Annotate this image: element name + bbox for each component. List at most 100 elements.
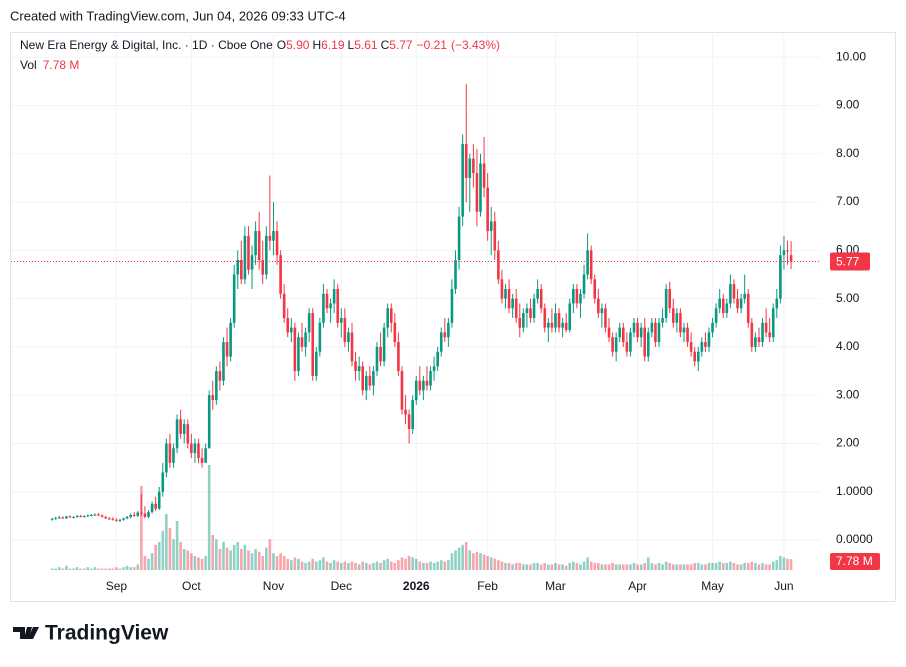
volume-bar [614,564,618,570]
candle-body [211,395,215,401]
legend-symbol: New Era Energy & Digital, Inc. · 1D · Cb… [20,38,273,52]
candle-body [389,308,393,323]
candle-body [182,424,186,434]
volume-bar [140,486,143,570]
y-tick-label: 10.00 [836,49,866,63]
candle-body [229,322,232,357]
volume-bar [122,567,125,570]
volume-bar [225,547,229,570]
candle-body [364,375,368,391]
candle-body [557,313,561,328]
volume-bar [768,564,771,570]
volume-bar [618,564,622,570]
candle-body [250,255,254,270]
candle-body [657,322,661,343]
volume-bar [579,564,582,570]
candle-body [707,332,711,347]
volume-bar [754,563,757,570]
candle-body [764,322,768,333]
volume-bar [518,563,522,570]
volume-bar [207,465,211,570]
volume-bar [729,561,732,570]
candle-body [329,303,332,309]
candle-body [757,337,761,343]
legend-value: 5.77 [389,38,413,52]
candle-body [190,443,193,454]
volume-bar [604,564,607,570]
candles [50,83,793,523]
candle-body [454,260,457,289]
volume-bar [279,553,282,570]
volume-bar [243,544,247,570]
volume-bar [90,568,93,570]
candle-body [746,293,750,323]
volume-bar [304,563,307,570]
candle-body [104,516,107,519]
candle-body [493,221,497,251]
volume-bar [500,561,504,570]
candle-body [593,279,597,299]
volume-bar [261,556,265,570]
volume-bar [350,561,354,570]
candle-body [272,231,275,241]
candle-body [579,293,582,304]
candle-body [290,327,293,333]
volume-bar [136,564,140,570]
volume-bar [707,563,711,570]
candle-body [739,298,743,309]
candle-body [111,518,115,520]
volume-bar [250,553,254,570]
x-tick-label: Sep [106,579,128,593]
volume-bar [204,556,207,570]
volume-bar [493,558,497,570]
candle-body [393,322,397,343]
volume-bar [457,547,461,570]
volume-bar [650,563,654,570]
volume-bar [111,568,115,570]
candle-body [232,274,236,323]
volume-bar [511,564,514,570]
volume-bar [782,557,786,570]
volume-bar [572,561,575,570]
volume-bar [700,564,704,570]
volume-bar [125,565,129,570]
candle-body [275,231,279,256]
volume-bar [379,563,382,570]
volume-bar [104,568,107,570]
candle-body [725,303,729,314]
candle-body [150,503,154,513]
candle-body [97,514,100,516]
candle-body [197,443,200,458]
candle-body [539,288,543,309]
volume-bar [625,564,629,570]
candle-body [282,293,286,318]
volume-bar [443,561,447,570]
y-tick-label: 7.00 [836,194,860,208]
volume-bar [664,561,668,570]
candle-body [418,380,422,391]
footer-brand: TradingView [45,622,169,645]
candle-body [354,361,357,372]
y-tick-label: 9.00 [836,98,860,112]
y-tick-label: 0.0000 [836,532,873,546]
candle-body [300,337,304,347]
candle-body [261,260,265,275]
volume-bar [746,563,750,570]
candle-body [718,298,721,309]
candle-body [575,288,579,304]
candle-body [379,346,382,362]
volume-bar [265,547,268,570]
candle-body [100,515,104,517]
legend-value: 5.90 [286,38,310,52]
volume-bar [464,542,468,570]
candle-body [286,317,290,333]
candle-body [225,342,229,357]
volume-bar [54,568,57,570]
volume-bar [761,563,764,570]
candle-body [168,443,172,463]
candle-body [257,231,261,261]
x-tick-label: Dec [331,579,352,593]
candle-body [136,512,140,516]
volume-bar [750,561,754,570]
